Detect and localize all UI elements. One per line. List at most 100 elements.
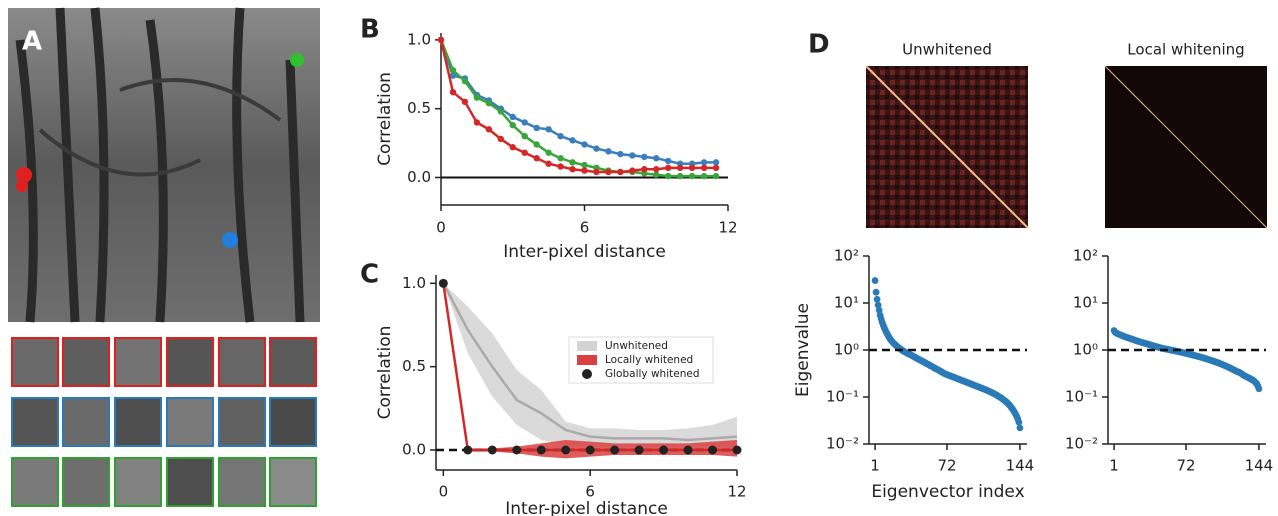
x-axis-label: Inter-pixel distance	[503, 242, 666, 262]
point	[653, 171, 660, 178]
x-tick-label: 1	[1109, 457, 1119, 475]
y-axis-label: Eigenvalue	[793, 303, 813, 397]
x-tick-label: 6	[585, 483, 595, 501]
point	[473, 119, 481, 126]
point	[463, 445, 473, 455]
point	[676, 172, 684, 180]
point	[437, 36, 445, 44]
y-axis-label: Correlation	[375, 72, 395, 166]
point	[634, 445, 644, 455]
y-tick-label: 10⁻¹	[826, 388, 859, 406]
point	[569, 159, 576, 166]
point	[732, 445, 742, 455]
x-axis-label: Eigenvector index	[871, 482, 1024, 502]
point	[712, 164, 720, 172]
point	[872, 288, 880, 296]
y-tick-label: 0.5	[402, 357, 426, 375]
line	[442, 282, 738, 442]
x-tick-label: 6	[580, 219, 590, 237]
point	[485, 99, 493, 107]
heatmap-title: Local whitening	[1127, 41, 1244, 59]
point	[581, 161, 588, 169]
point	[449, 72, 457, 79]
point	[712, 172, 720, 180]
point	[438, 278, 448, 288]
photo-panel	[8, 7, 320, 507]
band	[443, 283, 737, 447]
x-axis-label: Inter-pixel distance	[505, 499, 668, 516]
x-tick-label: 12	[727, 483, 746, 501]
point	[521, 133, 528, 140]
y-tick-label: 10⁻²	[1065, 435, 1098, 453]
point	[545, 160, 552, 167]
point	[461, 98, 469, 106]
y-tick-label: 1.0	[402, 274, 426, 292]
point	[569, 137, 576, 144]
point	[676, 164, 684, 172]
point	[873, 295, 881, 303]
y-tick-label: 10²	[1073, 247, 1098, 265]
point	[461, 77, 469, 85]
legend-swatch	[577, 341, 597, 351]
panel-label: B	[360, 15, 380, 45]
point	[509, 113, 516, 121]
point	[557, 133, 564, 140]
y-tick-label: 10¹	[1073, 294, 1098, 312]
point	[545, 149, 552, 156]
y-tick-label: 10⁰	[1073, 341, 1098, 359]
x-tick-label: 0	[439, 483, 449, 501]
panel-label: D	[808, 30, 830, 60]
point	[700, 164, 708, 172]
point	[712, 159, 720, 166]
legend-label: Globally whitened	[605, 368, 699, 380]
point	[659, 445, 669, 455]
point	[665, 164, 672, 172]
line	[439, 39, 717, 174]
point	[1255, 385, 1263, 393]
point	[521, 149, 528, 156]
point	[509, 144, 516, 151]
point	[629, 167, 636, 174]
y-tick-label: 0.0	[402, 441, 426, 459]
y-axis-label: Correlation	[375, 326, 395, 420]
point	[561, 445, 571, 455]
heatmap-title: Unwhitened	[902, 41, 992, 59]
x-tick-label: 72	[937, 457, 956, 475]
point	[557, 155, 564, 162]
point	[617, 168, 624, 176]
point	[1016, 424, 1024, 432]
point	[497, 135, 504, 143]
point	[593, 145, 600, 152]
point	[487, 445, 497, 455]
point	[536, 445, 546, 455]
point	[700, 172, 708, 180]
point	[533, 155, 540, 162]
point	[708, 445, 718, 455]
point	[683, 445, 693, 455]
point	[497, 108, 504, 115]
point	[874, 301, 882, 309]
y-tick-label: 10²	[834, 247, 859, 265]
point	[665, 172, 672, 180]
point	[569, 166, 576, 173]
x-tick-label: 1	[870, 457, 880, 475]
point	[641, 153, 648, 161]
y-tick-label: 0.0	[407, 168, 431, 186]
point	[605, 168, 612, 176]
point	[449, 88, 457, 96]
point	[473, 94, 481, 101]
point	[610, 445, 620, 455]
heatmap	[865, 65, 1268, 229]
y-tick-label: 10¹	[834, 294, 859, 312]
y-tick-label: 10⁰	[834, 341, 859, 359]
point	[512, 445, 522, 455]
legend-label: Unwhitened	[605, 340, 668, 352]
x-tick-label: 144	[1006, 457, 1035, 475]
point	[665, 157, 672, 165]
x-tick-label: 72	[1176, 457, 1195, 475]
point	[605, 148, 612, 155]
panel-label: C	[360, 260, 379, 290]
point	[653, 155, 660, 162]
point	[617, 150, 624, 158]
